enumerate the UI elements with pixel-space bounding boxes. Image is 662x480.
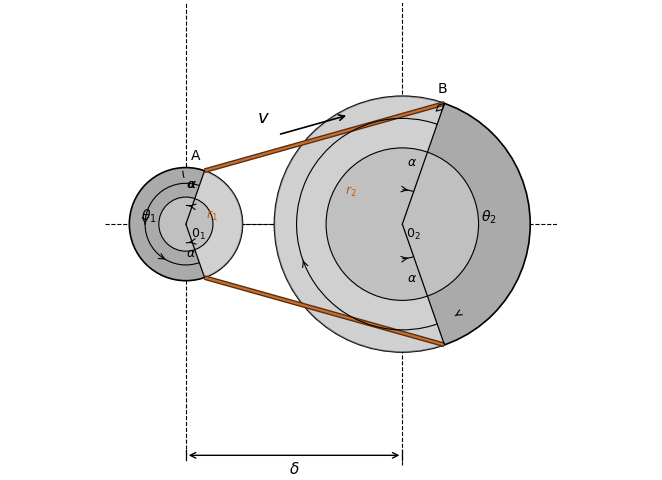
- Text: $r_1$: $r_1$: [205, 209, 217, 223]
- Text: $\alpha$: $\alpha$: [187, 178, 197, 191]
- Text: $\alpha$: $\alpha$: [187, 179, 197, 192]
- Text: $0_1$: $0_1$: [191, 227, 206, 242]
- Text: $\alpha$: $\alpha$: [187, 247, 197, 260]
- Wedge shape: [275, 96, 444, 352]
- Text: $0_2$: $0_2$: [406, 227, 421, 242]
- Text: B: B: [437, 82, 447, 96]
- Circle shape: [129, 168, 242, 281]
- Circle shape: [159, 197, 213, 251]
- Text: $r_2$: $r_2$: [345, 185, 357, 199]
- Wedge shape: [186, 171, 242, 277]
- Text: A: A: [191, 149, 201, 163]
- Text: $\mathit{v}$: $\mathit{v}$: [257, 108, 269, 127]
- Circle shape: [326, 148, 479, 300]
- Text: $\delta$: $\delta$: [289, 461, 299, 477]
- Text: $\theta_2$: $\theta_2$: [481, 209, 496, 226]
- Text: $\alpha$: $\alpha$: [407, 156, 417, 169]
- Circle shape: [275, 96, 530, 352]
- Text: $\alpha$: $\alpha$: [407, 272, 417, 285]
- Text: $\theta_1$: $\theta_1$: [141, 207, 157, 225]
